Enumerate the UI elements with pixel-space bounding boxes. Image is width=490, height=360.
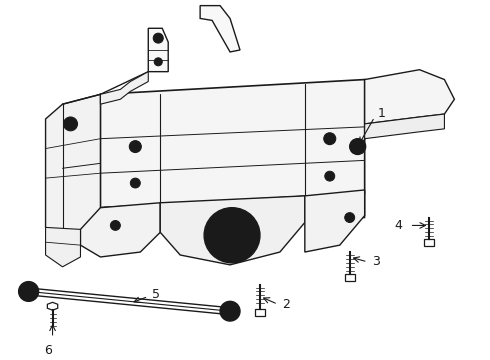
Polygon shape (46, 228, 80, 267)
Text: 4: 4 (394, 219, 403, 232)
Polygon shape (305, 190, 365, 252)
Circle shape (220, 301, 240, 321)
Polygon shape (365, 114, 444, 139)
Circle shape (129, 141, 141, 153)
Polygon shape (100, 72, 148, 104)
Circle shape (64, 117, 77, 131)
Text: 1: 1 (378, 107, 386, 120)
Polygon shape (345, 274, 355, 281)
Polygon shape (160, 196, 305, 265)
Polygon shape (255, 309, 265, 316)
Text: 6: 6 (45, 344, 52, 357)
Polygon shape (48, 302, 58, 310)
Text: 2: 2 (282, 298, 290, 311)
Circle shape (220, 224, 244, 247)
Circle shape (153, 33, 163, 43)
Circle shape (324, 133, 336, 145)
Circle shape (204, 208, 260, 263)
Circle shape (355, 144, 361, 149)
Polygon shape (46, 94, 100, 242)
Circle shape (226, 307, 234, 315)
Polygon shape (100, 193, 365, 232)
Text: 5: 5 (152, 288, 160, 301)
Circle shape (19, 282, 39, 301)
Circle shape (130, 178, 140, 188)
Polygon shape (200, 6, 240, 52)
Circle shape (350, 139, 366, 154)
Circle shape (325, 171, 335, 181)
Circle shape (68, 121, 74, 127)
Polygon shape (365, 70, 454, 124)
Polygon shape (100, 80, 365, 208)
Polygon shape (424, 239, 435, 246)
Circle shape (110, 221, 121, 230)
Polygon shape (80, 203, 160, 257)
Polygon shape (148, 28, 168, 72)
Circle shape (345, 213, 355, 222)
Circle shape (24, 288, 33, 296)
Text: 3: 3 (371, 255, 380, 269)
Circle shape (154, 58, 162, 66)
